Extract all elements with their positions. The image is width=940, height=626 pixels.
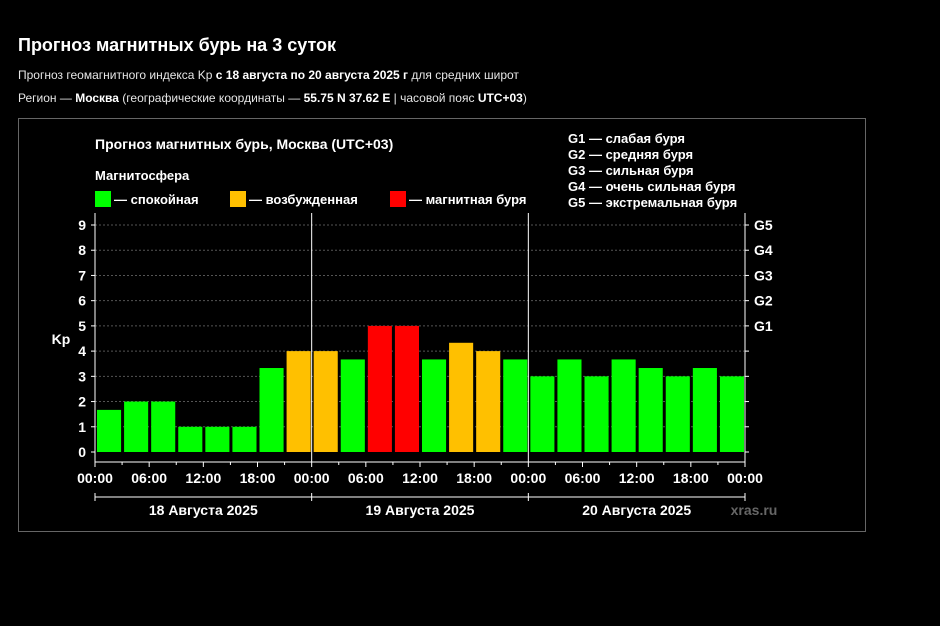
g-legend-item: G4 — очень сильная буря	[568, 179, 735, 194]
day-label: 18 Августа 2025	[149, 502, 258, 518]
x-tick-label: 06:00	[348, 470, 384, 486]
kp-bar	[124, 401, 149, 452]
chart-title: Прогноз магнитных бурь, Москва (UTC+03)	[95, 136, 393, 152]
kp-bar	[665, 376, 690, 452]
kp-bar	[638, 368, 663, 452]
forecast-period-line: Прогноз геомагнитного индекса Kp с 18 ав…	[18, 68, 519, 82]
y-tick-label: 6	[78, 293, 86, 309]
legend-swatch-storm	[390, 191, 406, 207]
kp-bar	[340, 359, 365, 452]
line1-suffix: для средних широт	[408, 68, 519, 82]
bars	[97, 325, 744, 452]
day-label: 20 Августа 2025	[582, 502, 691, 518]
legend-label-storm: — магнитная буря	[409, 192, 526, 207]
line2-end: )	[522, 91, 527, 105]
y-tick-label: 3	[78, 368, 86, 384]
kp-bar	[422, 359, 447, 452]
x-tick-label: 00:00	[294, 470, 330, 486]
x-tick-label: 12:00	[402, 470, 438, 486]
g-legend-item: G3 — сильная буря	[568, 163, 694, 178]
y-tick-label: 7	[78, 267, 86, 283]
page-title: Прогноз магнитных бурь на 3 суток	[18, 35, 337, 55]
x-tick-label: 06:00	[565, 470, 601, 486]
legend-label-calm: — спокойная	[114, 192, 199, 207]
g-scale-label: G2	[754, 293, 773, 309]
kp-bar	[178, 426, 203, 452]
date-range: с 18 августа по 20 августа 2025 г	[215, 68, 409, 82]
axes: 0 1 2 3 4 5 6 7 8 9 G1 G2 G3 G4 G5 00:00 06:00 12:00 18:00…	[77, 213, 773, 518]
g-legend-item: G5 — экстремальная буря	[568, 195, 737, 210]
y-tick-label: 2	[78, 394, 86, 410]
chart-panel: Прогноз магнитных бурь, Москва (UTC+03) …	[18, 118, 866, 532]
x-tick-label: 12:00	[185, 470, 221, 486]
kp-bar	[367, 325, 392, 452]
y-axis-label: Kp	[52, 331, 71, 347]
kp-bar	[97, 409, 122, 452]
region-line: Регион — Москва (географические координа…	[18, 91, 527, 105]
x-tick-label: 00:00	[510, 470, 546, 486]
x-tick-label: 12:00	[619, 470, 655, 486]
legend-swatch-calm	[95, 191, 111, 207]
y-tick-label: 0	[78, 444, 86, 460]
kp-bar	[557, 359, 582, 452]
g-scale-label: G4	[754, 242, 773, 258]
day-label: 19 Августа 2025	[366, 502, 475, 518]
kp-bar	[286, 351, 311, 452]
x-tick-label: 00:00	[727, 470, 763, 486]
y-tick-label: 5	[78, 318, 86, 334]
x-tick-label: 06:00	[131, 470, 167, 486]
legend-title: Магнитосфера	[95, 168, 190, 183]
x-tick-label: 18:00	[673, 470, 709, 486]
kp-forecast-chart: Прогноз магнитных бурь, Москва (UTC+03) …	[52, 131, 778, 518]
y-tick-label: 8	[78, 242, 86, 258]
x-tick-label: 18:00	[456, 470, 492, 486]
kp-bar	[449, 342, 474, 452]
x-tick-label: 18:00	[240, 470, 276, 486]
kp-bar	[692, 368, 717, 452]
g-scale-label: G1	[754, 318, 773, 334]
timezone: UTC+03	[477, 91, 523, 105]
y-tick-label: 9	[78, 217, 86, 233]
watermark: xras.ru	[731, 502, 778, 518]
g-scale-label: G3	[754, 267, 773, 283]
kp-bar	[232, 426, 257, 452]
g-legend-item: G1 — слабая буря	[568, 131, 685, 146]
legend: — спокойная — возбужденная — магнитная б…	[95, 191, 526, 207]
kp-bar	[205, 426, 230, 452]
g-scale-label: G5	[754, 217, 773, 233]
y-tick-label: 4	[78, 343, 86, 359]
region-name: Москва	[75, 91, 119, 105]
kp-bar	[313, 351, 338, 452]
grid	[95, 224, 745, 428]
kp-bar	[584, 376, 609, 452]
kp-bar	[394, 325, 419, 452]
kp-bar	[719, 376, 744, 452]
kp-bar	[503, 359, 528, 452]
legend-label-excited: — возбужденная	[249, 192, 358, 207]
coords-prefix: (географические координаты —	[118, 91, 304, 105]
coordinates: 55.75 N 37.62 E	[303, 91, 391, 105]
x-tick-label: 00:00	[77, 470, 113, 486]
kp-bar	[530, 376, 555, 452]
legend-swatch-excited	[230, 191, 246, 207]
kp-bar	[611, 359, 636, 452]
g-legend-item: G2 — средняя буря	[568, 147, 693, 162]
y-tick-label: 1	[78, 419, 86, 435]
kp-bar	[476, 351, 501, 452]
tz-prefix: | часовой пояс	[390, 91, 478, 105]
region-prefix: Регион —	[18, 91, 76, 105]
kp-bar	[259, 368, 284, 452]
kp-bar	[151, 401, 176, 452]
line1-text: Прогноз геомагнитного индекса Kp	[18, 68, 216, 82]
